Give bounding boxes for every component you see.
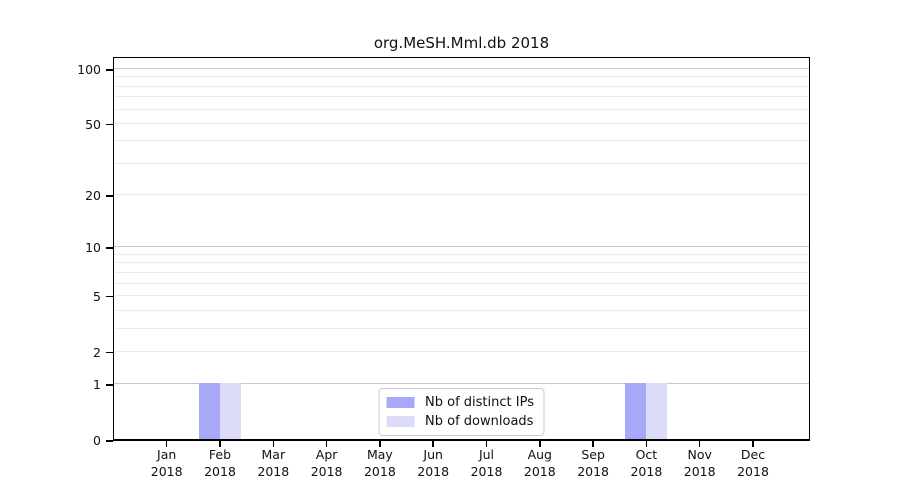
y-gridline-90 <box>114 76 809 78</box>
y-tick-label-20: 20 <box>85 188 101 204</box>
x-tick-month: Jul <box>478 447 495 462</box>
x-tick-label-sep: Sep 2018 <box>561 447 625 480</box>
x-tick-mark-jan <box>165 441 168 447</box>
x-tick-label-jul: Jul 2018 <box>455 447 519 480</box>
legend-swatch-downloads-icon <box>386 416 415 427</box>
x-tick-month: Jun <box>423 447 443 462</box>
plot-area: Nb of distinct IPs Nb of downloads <box>113 57 810 441</box>
x-tick-mark-aug <box>539 441 541 447</box>
x-tick-mark-jul <box>485 441 488 447</box>
x-tick-mark-dec <box>752 441 754 447</box>
x-tick-label-jan: Jan 2018 <box>135 447 199 480</box>
y-gridline-8 <box>114 262 809 264</box>
x-tick-month: Nov <box>687 447 712 462</box>
x-tick-label-feb: Feb 2018 <box>188 447 252 480</box>
x-tick-month: Oct <box>635 447 658 462</box>
x-tick-year: 2018 <box>683 463 716 479</box>
y-gridline-40 <box>114 140 809 142</box>
x-tick-year: 2018 <box>523 463 556 479</box>
y-tick-label-10: 10 <box>85 240 101 256</box>
x-tick-year: 2018 <box>417 463 450 479</box>
x-tick-mark-mar <box>272 441 275 447</box>
legend-label-downloads: Nb of downloads <box>425 414 534 429</box>
x-tick-mark-feb <box>219 441 221 447</box>
x-tick-year: 2018 <box>150 463 183 479</box>
y-tick-label-5: 5 <box>93 288 101 304</box>
y-gridline-1 <box>114 383 809 385</box>
bar-distinct-ips-oct <box>625 383 647 439</box>
x-tick-label-mar: Mar 2018 <box>241 447 305 480</box>
x-tick-year: 2018 <box>257 463 290 479</box>
legend: Nb of distinct IPs Nb of downloads <box>378 388 545 436</box>
y-tick-label-100: 100 <box>77 62 101 77</box>
bar-distinct-ips-feb <box>199 383 220 439</box>
y-tick-mark-5 <box>106 295 113 298</box>
x-tick-label-aug: Aug 2018 <box>508 447 572 480</box>
y-gridline-30 <box>114 162 809 164</box>
y-tick-mark-0 <box>106 440 113 442</box>
y-tick-mark-1 <box>106 384 113 386</box>
y-gridline-60 <box>114 108 809 110</box>
y-gridline-7 <box>114 271 809 273</box>
x-tick-month: May <box>366 447 393 462</box>
x-tick-label-apr: Apr 2018 <box>295 447 359 480</box>
y-gridline-2 <box>114 350 809 352</box>
x-tick-mark-sep <box>592 441 594 447</box>
y-tick-mark-100 <box>106 69 113 71</box>
bar-downloads-oct <box>646 383 668 439</box>
y-tick-mark-20 <box>106 195 113 197</box>
x-tick-year: 2018 <box>470 463 503 479</box>
y-tick-mark-50 <box>106 123 113 126</box>
y-tick-mark-10 <box>106 247 113 249</box>
y-tick-label-1: 1 <box>93 377 101 393</box>
x-tick-month: Mar <box>261 447 286 462</box>
y-tick-label-50: 50 <box>85 116 101 132</box>
chart-title: org.MeSH.Mml.db 2018 <box>373 34 550 52</box>
legend-item-downloads: Nb of downloads <box>386 414 534 429</box>
y-tick-label-0: 0 <box>93 433 101 448</box>
y-gridline-20 <box>114 194 809 196</box>
y-gridline-10 <box>114 246 809 248</box>
y-gridline-9 <box>114 253 809 255</box>
legend-label-distinct-ips: Nb of distinct IPs <box>425 395 534 410</box>
bar-downloads-feb <box>220 383 241 439</box>
x-tick-label-may: May 2018 <box>348 447 412 480</box>
x-tick-month: Sep <box>581 447 605 462</box>
y-gridline-5 <box>114 294 809 296</box>
x-tick-mark-apr <box>325 441 328 447</box>
x-tick-label-jun: Jun 2018 <box>401 447 465 480</box>
y-gridline-80 <box>114 85 809 87</box>
y-gridline-50 <box>114 122 809 124</box>
x-tick-mark-jun <box>432 441 434 447</box>
x-tick-month: Jan <box>157 447 177 462</box>
x-tick-year: 2018 <box>363 463 396 479</box>
y-gridline-6 <box>114 282 809 284</box>
x-tick-label-dec: Dec 2018 <box>721 447 785 480</box>
legend-item-distinct-ips: Nb of distinct IPs <box>386 395 534 410</box>
y-gridline-3 <box>114 327 809 329</box>
x-tick-month: Apr <box>315 447 338 462</box>
x-tick-year: 2018 <box>310 463 343 479</box>
x-tick-year: 2018 <box>630 463 663 479</box>
y-gridline-70 <box>114 96 809 98</box>
x-tick-year: 2018 <box>737 463 769 479</box>
legend-swatch-distinct-ips-icon <box>386 397 415 408</box>
x-tick-mark-oct <box>645 441 648 447</box>
y-gridline-100 <box>114 68 809 69</box>
y-gridline-4 <box>114 309 809 311</box>
y-tick-mark-2 <box>106 351 113 354</box>
x-tick-year: 2018 <box>577 463 609 479</box>
x-tick-month: Feb <box>208 447 232 462</box>
x-tick-label-nov: Nov 2018 <box>668 447 732 480</box>
x-tick-month: Dec <box>740 447 766 462</box>
x-tick-year: 2018 <box>204 463 236 479</box>
x-tick-month: Aug <box>527 447 552 462</box>
x-tick-mark-nov <box>698 441 701 447</box>
x-tick-mark-may <box>379 441 381 447</box>
x-tick-label-oct: Oct 2018 <box>614 447 678 480</box>
y-tick-label-2: 2 <box>93 344 101 360</box>
